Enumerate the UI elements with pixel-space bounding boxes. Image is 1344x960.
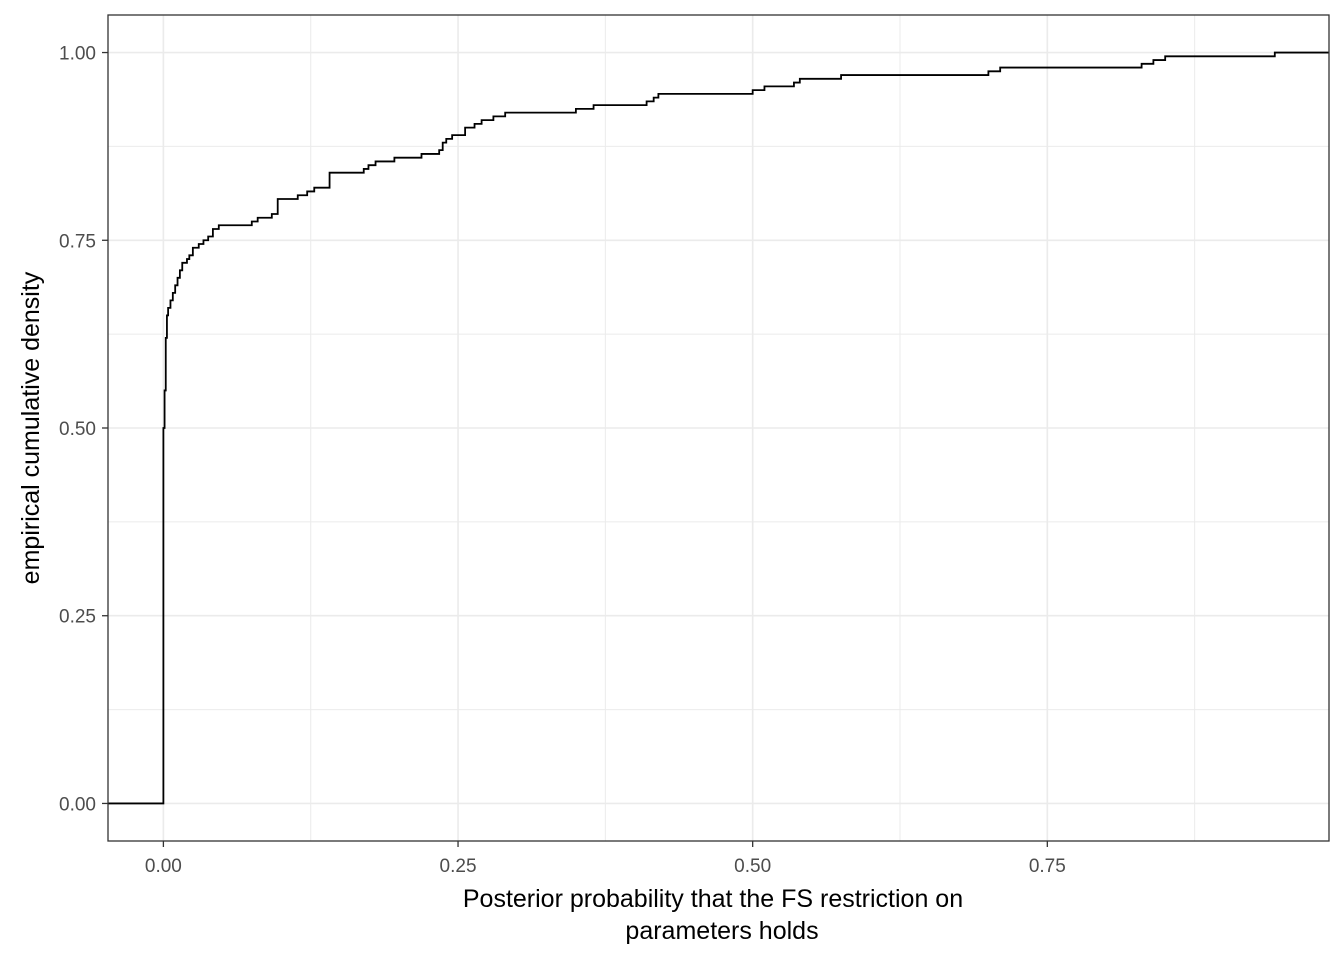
ecdf-series-line — [108, 51, 1329, 805]
x-tick-label: 0.75 — [1029, 856, 1066, 877]
x-axis-title-line-1: Posterior probability that the FS restri… — [463, 885, 963, 913]
x-axis-ticks: 0.00 0.25 0.50 0.75 — [145, 841, 1066, 877]
y-tick-label: 0.25 — [59, 607, 96, 628]
y-tick-label: 0.50 — [59, 419, 96, 440]
y-tick-label: 1.00 — [59, 44, 96, 65]
x-axis-title-line-2: parameters holds — [625, 917, 818, 945]
x-tick-label: 0.00 — [145, 856, 182, 877]
major-gridlines — [108, 15, 1329, 841]
x-tick-label: 0.25 — [440, 856, 477, 877]
x-tick-label: 0.50 — [734, 856, 771, 877]
y-tick-label: 0.75 — [59, 231, 96, 252]
y-axis-title: empirical cumulative density — [17, 271, 45, 584]
y-axis-ticks: 0.00 0.25 0.50 0.75 1.00 — [59, 44, 108, 815]
y-tick-label: 0.00 — [59, 794, 96, 815]
